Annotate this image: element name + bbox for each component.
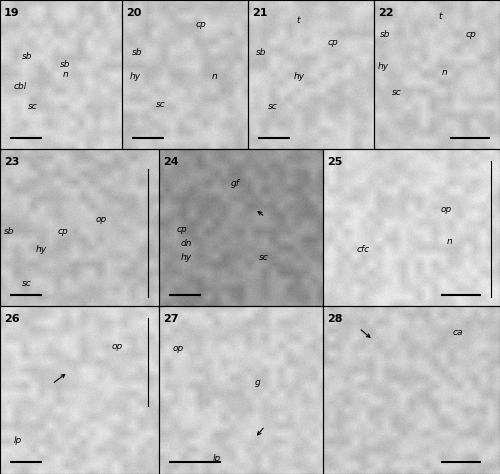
- Text: 24: 24: [163, 157, 178, 167]
- Text: gf: gf: [231, 179, 240, 188]
- Text: lp: lp: [14, 436, 22, 445]
- Bar: [323, 149, 500, 306]
- Text: ca: ca: [453, 328, 464, 337]
- Text: cp: cp: [196, 20, 207, 29]
- Bar: [159, 149, 323, 306]
- Text: 20: 20: [126, 8, 142, 18]
- Text: op: op: [173, 344, 184, 353]
- Text: 19: 19: [4, 8, 20, 18]
- Text: sb: sb: [256, 48, 266, 57]
- Text: cp: cp: [466, 30, 477, 39]
- Text: 27: 27: [163, 314, 178, 324]
- Text: sb: sb: [60, 60, 70, 69]
- Text: t: t: [296, 16, 300, 25]
- Text: n: n: [447, 237, 453, 246]
- Bar: [323, 306, 500, 474]
- Bar: [122, 0, 248, 149]
- Text: hy: hy: [130, 72, 141, 81]
- Text: sb: sb: [22, 52, 32, 61]
- Text: 23: 23: [4, 157, 20, 167]
- Text: 26: 26: [4, 314, 20, 324]
- Text: 25: 25: [327, 157, 342, 167]
- Bar: [0, 306, 159, 474]
- Text: cp: cp: [177, 225, 188, 234]
- Text: n: n: [63, 70, 69, 79]
- Bar: [0, 149, 159, 306]
- Text: t: t: [438, 12, 442, 21]
- Text: 28: 28: [327, 314, 342, 324]
- Text: op: op: [112, 342, 123, 351]
- Text: dn: dn: [181, 239, 192, 248]
- Text: op: op: [441, 205, 452, 214]
- Text: sc: sc: [392, 88, 402, 97]
- Text: sb: sb: [132, 48, 142, 57]
- Text: n: n: [442, 68, 448, 77]
- Bar: [248, 0, 374, 149]
- Text: cp: cp: [328, 38, 339, 47]
- Bar: [0, 0, 122, 149]
- Text: 22: 22: [378, 8, 394, 18]
- Text: n: n: [212, 72, 218, 81]
- Bar: [374, 0, 500, 149]
- Text: sc: sc: [28, 102, 38, 111]
- Text: sc: sc: [268, 102, 278, 111]
- Text: lp: lp: [213, 454, 221, 463]
- Bar: [159, 306, 323, 474]
- Text: sc: sc: [22, 279, 32, 288]
- Text: 21: 21: [252, 8, 268, 18]
- Text: hy: hy: [294, 72, 305, 81]
- Text: g: g: [255, 378, 261, 387]
- Text: sb: sb: [4, 227, 14, 236]
- Text: hy: hy: [36, 245, 47, 254]
- Text: cfc: cfc: [357, 245, 370, 254]
- Text: hy: hy: [378, 62, 389, 71]
- Text: sb: sb: [380, 30, 390, 39]
- Text: cp: cp: [58, 227, 69, 236]
- Text: op: op: [96, 215, 107, 224]
- Text: cbl: cbl: [14, 82, 27, 91]
- Text: sc: sc: [259, 253, 269, 262]
- Text: hy: hy: [181, 253, 192, 262]
- Text: sc: sc: [156, 100, 166, 109]
